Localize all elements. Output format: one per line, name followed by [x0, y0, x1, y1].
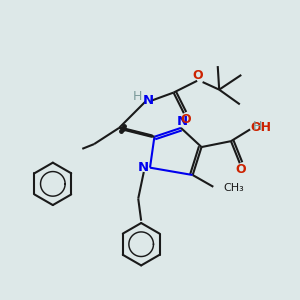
Text: N: N	[138, 161, 149, 174]
Text: N: N	[176, 115, 188, 128]
Text: H: H	[133, 90, 142, 103]
Text: O: O	[180, 113, 190, 126]
Text: O: O	[235, 163, 246, 176]
Text: CH₃: CH₃	[224, 183, 244, 193]
Text: O: O	[192, 69, 203, 82]
Text: OH: OH	[251, 121, 272, 134]
Text: N: N	[142, 94, 154, 107]
Text: H: H	[253, 120, 262, 133]
